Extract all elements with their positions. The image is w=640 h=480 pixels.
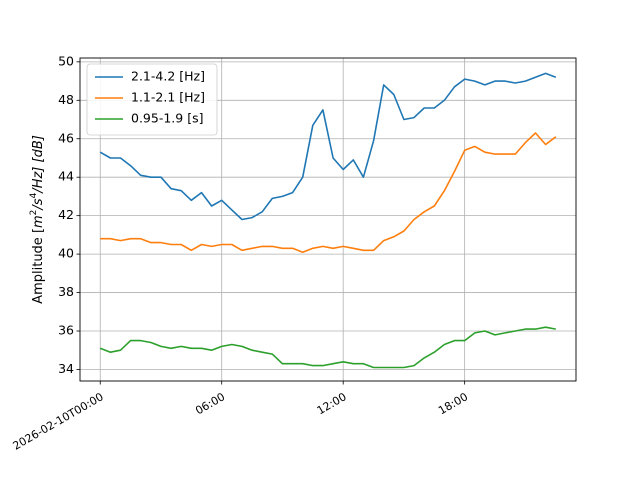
grid [80,58,576,381]
y-tick-label: 40 [58,246,74,261]
x-tick-label: 2026-02-10T00:00 [11,390,106,452]
x-tick-label: 18:00 [436,390,470,417]
y-label-suffix: /Hz] [dB] [31,135,46,194]
x-tick-label: 12:00 [315,390,349,417]
y-axis-ticks: 34 36 38 40 42 44 46 48 50 [58,53,80,376]
y-tick-label: 42 [58,207,74,222]
series-line [99,72,557,221]
y-label-s-exponent: 4 [29,192,39,198]
x-tick-label: 06:00 [193,390,227,417]
y-axis-label: Amplitude [m2/s4/Hz] [dB] [29,135,46,304]
y-tick-label: 46 [58,130,74,145]
x-axis-ticks: 2026-02-10T00:00 06:00 12:00 18:00 [11,381,470,453]
legend: 2.1-4.2 [Hz] 1.1-2.1 [Hz] 0.95-1.9 [s] [86,63,218,136]
legend-frame [86,63,218,136]
legend-label: 2.1-4.2 [Hz] [131,69,205,84]
y-tick-label: 48 [58,92,74,107]
y-label-m: m [31,215,46,228]
series-lines [99,72,557,369]
y-label-m-exponent: 2 [29,210,39,216]
y-label-prefix: Amplitude [ [31,228,46,304]
legend-label: 1.1-2.1 [Hz] [131,90,205,105]
y-tick-label: 38 [58,284,74,299]
plot-area-frame [79,57,577,382]
legend-label: 0.95-1.9 [s] [131,111,203,126]
series-line [99,326,556,369]
y-label-s: /s [31,198,46,210]
series-line [100,132,557,253]
y-tick-label: 34 [58,361,74,376]
y-tick-label: 44 [58,169,74,184]
y-tick-label: 36 [58,323,74,338]
y-tick-label: 50 [58,53,74,68]
